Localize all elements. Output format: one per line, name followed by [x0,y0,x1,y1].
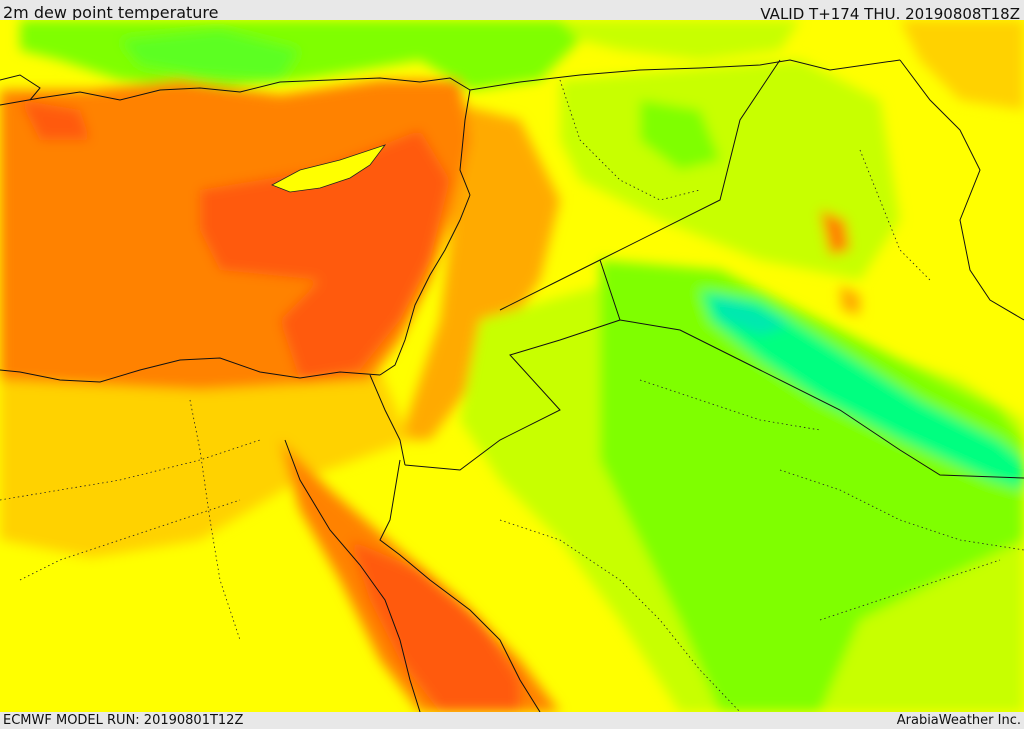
northeast-warm [900,20,1024,110]
egypt-israel-border [369,374,406,466]
dew-point-map [0,20,1024,712]
gulf-warm-patch [820,210,850,255]
lowest-dewpoint-core [710,295,790,335]
admin-boundaries [0,79,1024,712]
turkey-syria-border [469,59,901,91]
egypt-warm-land [0,370,410,560]
admin-line-8 [639,379,821,431]
mediterranean-core-east [200,130,450,380]
mediterranean-core-west [20,100,90,140]
levant-coast [379,194,471,376]
red-sea-core [350,540,520,712]
arabia-lower-band [600,260,1024,712]
header-bar: 2m dew point temperature VALID T+174 THU… [0,0,1024,23]
map-title: 2m dew point temperature [3,3,219,22]
turkey-low-patch-2 [560,20,800,60]
syria-iraq-border [499,59,781,311]
iraq-saudi-border [619,319,1024,479]
aegean-coast [0,74,41,101]
sinai-east-coast [379,459,541,712]
map-canvas [0,20,1024,712]
credit-label: ArabiaWeather Inc. [896,713,1021,728]
levant-coastal-warm [400,100,560,440]
admin-line-7 [189,399,241,641]
admin-line-3 [499,519,741,712]
very-low-dewpoint-streak [700,290,1024,490]
gulf-warm-patch-2 [840,285,860,315]
valid-time-label: VALID T+174 THU. 20190808T18Z [760,5,1020,23]
jordan-border [404,259,621,471]
syria-lower-patch [640,100,720,170]
admin-line-6 [819,559,1001,621]
egypt-south-mild [0,540,340,712]
model-run-label: ECMWF MODEL RUN: 20190801T12Z [3,713,244,728]
gulf-of-suez-coast [284,439,421,712]
admin-line-1 [0,439,261,501]
coastlines [0,74,541,712]
egypt-north-coast [0,357,381,383]
country-borders [369,59,1024,479]
turkey-south-coast [0,77,471,196]
iraq-iran-border [899,59,1024,321]
turkey-lower-patch [120,30,300,80]
cyprus-island [271,144,387,193]
footer-bar: ECMWF MODEL RUN: 20190801T12Z ArabiaWeat… [0,712,1024,729]
